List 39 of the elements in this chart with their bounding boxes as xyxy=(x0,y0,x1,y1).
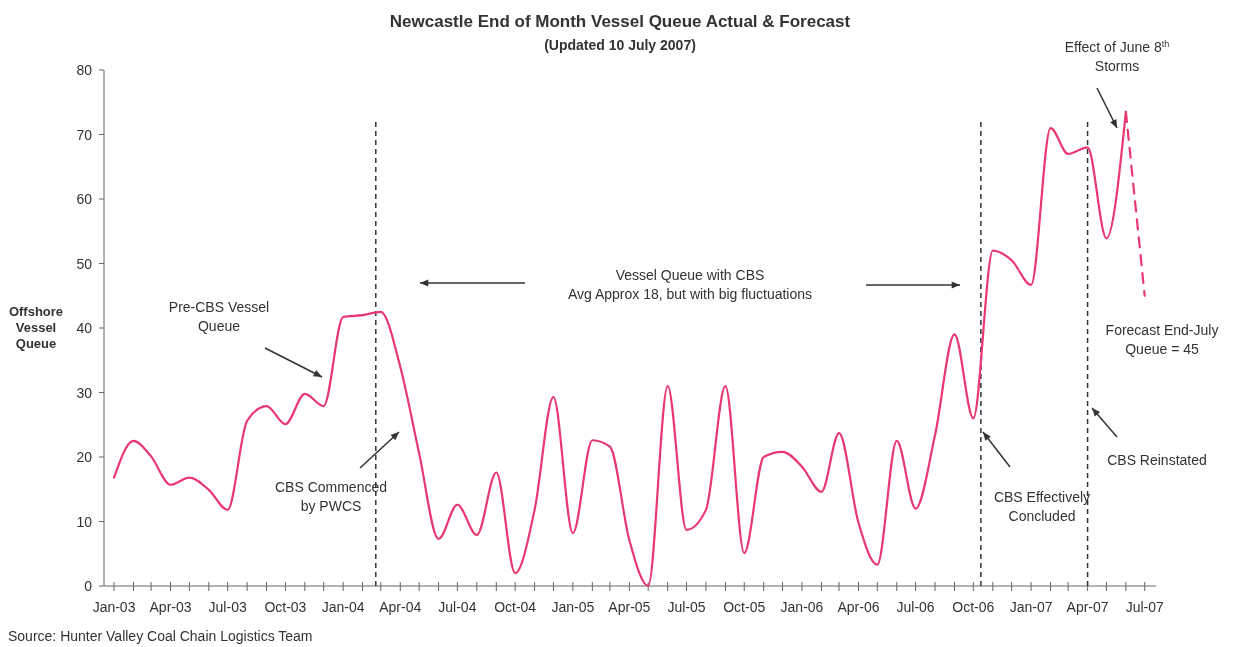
x-tick-label: Oct-05 xyxy=(723,599,766,615)
x-tick-label: Apr-05 xyxy=(608,599,651,615)
annotation: CBS Commenced by PWCS xyxy=(274,479,388,514)
x-tick-label: Jan-07 xyxy=(1009,599,1053,615)
y-tick-label: 20 xyxy=(76,449,93,465)
x-tick-label: Oct-04 xyxy=(494,599,537,615)
chart-title: Newcastle End of Month Vessel Queue Actual & Forecast xyxy=(389,12,851,31)
annotation: Pre-CBS Vessel Queue xyxy=(168,299,270,334)
x-tick-label: Jul-07 xyxy=(1125,599,1164,615)
x-tick-label: Jan-06 xyxy=(780,599,824,615)
y-tick-label: 50 xyxy=(76,255,93,272)
x-tick-label: Jan-03 xyxy=(92,599,136,615)
x-tick-label: Apr-06 xyxy=(837,599,880,615)
y-tick-label: 40 xyxy=(76,320,93,336)
chart-subtitle: (Updated 10 July 2007) xyxy=(544,37,696,53)
x-tick-label: Jan-05 xyxy=(551,599,595,615)
annotation: Vessel Queue with CBS Avg Approx 18, but with big fluctuations xyxy=(567,267,813,302)
annotation: Forecast End-July Queue = 45 xyxy=(1105,322,1219,357)
x-tick-label: Jul-05 xyxy=(667,599,706,615)
y-tick-label: 80 xyxy=(76,62,93,78)
x-tick-label: Oct-06 xyxy=(952,599,995,615)
y-tick-label: 70 xyxy=(76,126,93,143)
x-tick-label: Jul-06 xyxy=(896,599,935,615)
y-axis-title: Offshore Vessel Queue xyxy=(8,304,64,351)
x-tick-label: Apr-07 xyxy=(1066,599,1109,615)
x-tick-label: Jul-03 xyxy=(208,599,247,615)
x-tick-label: Apr-03 xyxy=(149,599,192,615)
source-note: Source: Hunter Valley Coal Chain Logistics Team xyxy=(8,628,313,644)
text: Effect of June 8$^{th}$ Storms xyxy=(1064,39,1170,74)
y-tick-label: 60 xyxy=(76,191,93,207)
y-tick-label: 0 xyxy=(84,578,93,594)
annotation: CBS Effectively Concluded xyxy=(993,489,1091,524)
x-tick-label: Oct-03 xyxy=(264,599,307,615)
x-tick-label: Jan-04 xyxy=(321,599,365,615)
y-tick-label: 10 xyxy=(76,513,93,530)
x-tick-label: Jul-04 xyxy=(438,599,477,615)
y-tick-label: 30 xyxy=(76,384,93,401)
x-tick-label: Apr-04 xyxy=(379,599,422,615)
annotation: CBS Reinstated xyxy=(1107,452,1207,468)
